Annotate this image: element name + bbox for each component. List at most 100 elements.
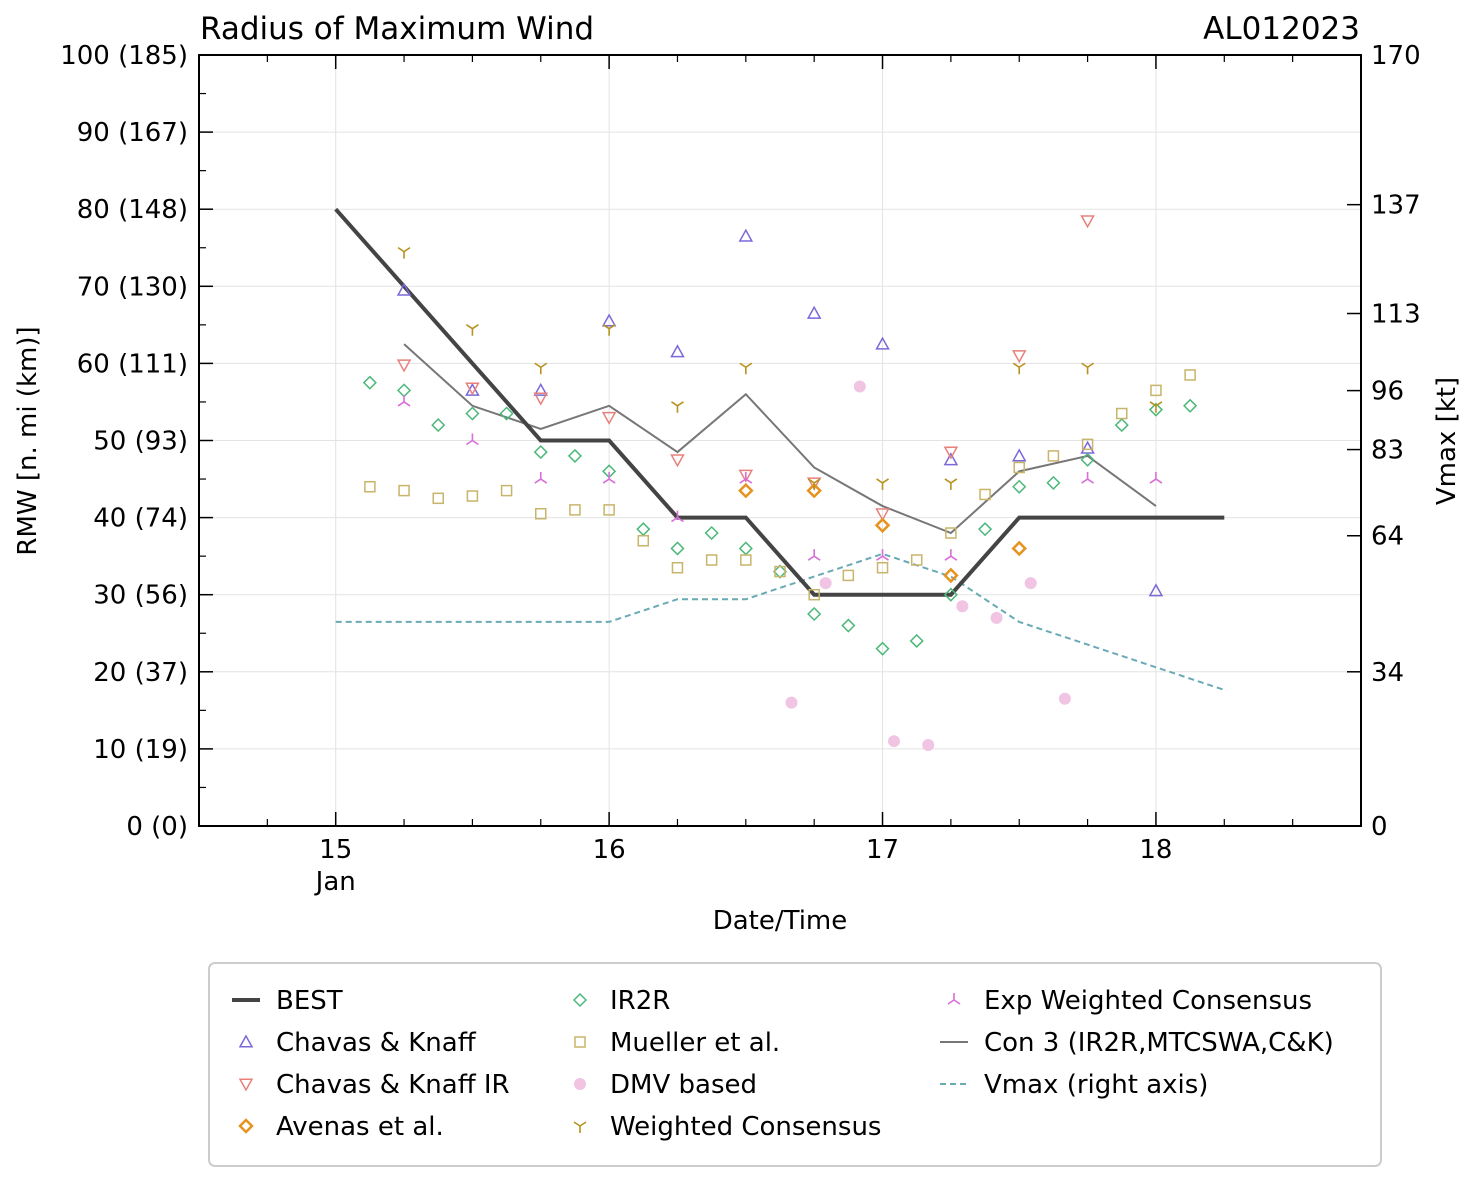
point-dmv-based (990, 611, 1003, 624)
point-weighted-consensus (944, 478, 958, 490)
axes: 0 (0) 10 (19) 20 (37) 30 (56) 40 (74) 50 (93)… (60, 41, 1420, 897)
legend-swatch (947, 993, 961, 1005)
point-mueller-et-al (569, 504, 581, 516)
point-mueller-et-al (1116, 407, 1128, 420)
point-avenas-et-al (806, 482, 822, 499)
point-weighted-consensus (671, 401, 684, 413)
legend-item-chavas-knaff-ir: Chavas & Knaff IR (238, 1070, 510, 1100)
point-weighted-consensus (534, 362, 548, 375)
point-mueller-et-al (535, 507, 547, 520)
legend-item-exp-weighted-consensus: Exp Weighted Consensus (947, 986, 1312, 1016)
point-weighted-consensus (1081, 362, 1095, 375)
point-mueller-et-al (364, 481, 376, 493)
point-mueller-et-al (637, 534, 650, 547)
point-mueller-et-al (1150, 384, 1162, 397)
point-ir2r (875, 641, 890, 656)
legend-label: Vmax (right axis) (984, 1070, 1208, 1100)
point-ir2r (943, 587, 958, 602)
y-axis-right-label: Vmax [kt] (1432, 377, 1462, 505)
point-exp-weighted-consensus (534, 472, 548, 484)
point-ir2r (533, 445, 548, 460)
legend-label: Mueller et al. (610, 1028, 780, 1058)
series-markers (362, 215, 1198, 752)
y-right-tick-label: 0 (1371, 812, 1388, 842)
point-ir2r (1080, 452, 1095, 467)
point-ir2r (807, 606, 822, 622)
y-right-tick-label: 137 (1371, 191, 1421, 221)
point-chavas-knaff (943, 452, 959, 466)
point-ir2r (1148, 402, 1164, 417)
point-exp-weighted-consensus (807, 549, 821, 561)
y-tick-label: 100 (185) (60, 41, 188, 71)
legend-item-chavas-knaff: Chavas & Knaff (238, 1028, 477, 1058)
point-mueller-et-al (466, 490, 479, 502)
y-right-tick-label: 64 (1371, 522, 1404, 552)
x-tick-label: 16 (593, 835, 626, 865)
y-right-tick-label: 113 (1371, 300, 1421, 330)
legend-swatch (238, 1034, 254, 1048)
point-chavas-knaff-ir (875, 508, 890, 522)
legend-item-con-3-ir2r-mtcswa-c-k: Con 3 (IR2R,MTCSWA,C&K) (940, 1028, 1334, 1058)
point-chavas-knaff (806, 305, 822, 319)
point-mueller-et-al (876, 561, 889, 574)
y-tick-label: 80 (148) (77, 195, 188, 225)
point-weighted-consensus (876, 478, 889, 490)
x-axis-label: Date/Time (713, 906, 848, 936)
point-mueller-et-al (740, 554, 752, 566)
y-right-tick-label: 170 (1371, 41, 1421, 71)
point-chavas-knaff-ir (1011, 350, 1027, 364)
point-chavas-knaff-ir (738, 469, 754, 483)
point-exp-weighted-consensus (1149, 472, 1163, 484)
point-weighted-consensus (602, 324, 616, 336)
legend-swatch (574, 1078, 586, 1090)
point-exp-weighted-consensus (739, 472, 753, 484)
legend-item-best: BEST (232, 986, 343, 1016)
legend-swatch (238, 1118, 254, 1134)
point-chavas-knaff (670, 344, 685, 358)
legend-label: Con 3 (IR2R,MTCSWA,C&K) (984, 1028, 1334, 1058)
point-ir2r (841, 618, 856, 633)
point-chavas-knaff-ir (396, 359, 412, 373)
y-axis-label: RMW [n. mi (km)] (13, 326, 43, 555)
point-ir2r (362, 375, 377, 390)
y-tick-label: 60 (111) (77, 349, 188, 379)
point-ir2r (1046, 475, 1061, 490)
series-lines (334, 207, 1225, 691)
point-dmv-based (1058, 692, 1071, 705)
point-ir2r (499, 406, 514, 421)
y-tick-label: 40 (74) (93, 504, 188, 534)
point-mueller-et-al (705, 554, 718, 566)
point-chavas-knaff (601, 313, 617, 327)
y-tick-label: 10 (19) (93, 735, 188, 765)
point-ir2r (431, 418, 446, 433)
x-tick-sublabel: Jan (314, 867, 356, 897)
legend-item-vmax-right-axis: Vmax (right axis) (940, 1070, 1208, 1100)
y-right-tick-label: 96 (1371, 377, 1404, 407)
legend-swatch (573, 1121, 587, 1133)
point-mueller-et-al (945, 527, 957, 539)
point-avenas-et-al (943, 567, 959, 584)
point-chavas-knaff-ir (533, 392, 549, 406)
y-tick-label: 0 (0) (126, 812, 188, 842)
point-mueller-et-al (979, 488, 991, 501)
point-ir2r (465, 406, 480, 421)
x-tick-label: 15 (319, 835, 352, 865)
legend-item-mueller-et-al: Mueller et al. (574, 1028, 780, 1058)
legend-item-weighted-consensus: Weighted Consensus (573, 1112, 881, 1142)
legend-label: Chavas & Knaff (276, 1028, 477, 1058)
point-dmv-based (1024, 577, 1037, 590)
point-weighted-consensus (1149, 401, 1163, 413)
point-chavas-knaff (533, 382, 549, 396)
point-chavas-knaff (396, 282, 412, 296)
point-weighted-consensus (397, 246, 411, 259)
point-weighted-consensus (807, 478, 821, 490)
point-dmv-based (956, 600, 969, 613)
point-mueller-et-al (1013, 461, 1025, 474)
y-tick-label: 70 (130) (77, 272, 188, 302)
legend-label: Avenas et al. (276, 1112, 444, 1142)
point-dmv-based (888, 735, 901, 748)
y-tick-label: 50 (93) (93, 427, 188, 457)
point-ir2r (772, 564, 788, 579)
legend-label: BEST (276, 986, 343, 1016)
legend-item-ir2r: IR2R (572, 986, 670, 1016)
